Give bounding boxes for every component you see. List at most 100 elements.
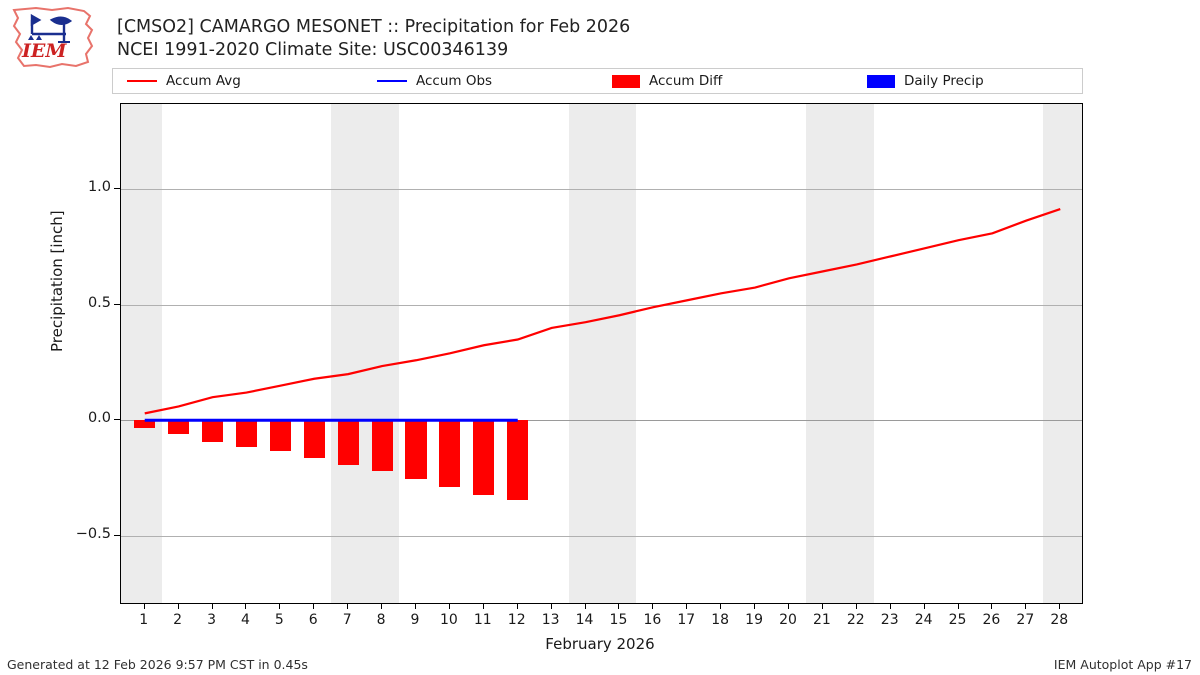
- x-tick-mark: [381, 604, 383, 609]
- bar-accum-diff: [303, 420, 325, 459]
- y-tick-label: 1.0: [87, 179, 111, 196]
- x-tick-mark: [720, 604, 722, 609]
- x-tick-mark: [177, 604, 179, 609]
- y-tick-label: 0.5: [87, 294, 111, 311]
- x-tick-label: 11: [473, 612, 492, 628]
- title-line-1: [CMSO2] CAMARGO MESONET :: Precipitation…: [117, 17, 631, 37]
- legend-item-accum-obs: Accum Obs: [377, 69, 612, 93]
- x-tick-mark: [991, 604, 993, 609]
- x-tick-mark: [143, 604, 145, 609]
- x-tick-label: 8: [376, 612, 386, 628]
- x-tick-label: 27: [1016, 612, 1035, 628]
- line-series-layer: [144, 208, 1061, 422]
- legend-patch-icon-daily-precip: [867, 74, 895, 88]
- y-tick-label: 0.0: [87, 410, 111, 427]
- legend-label-accum-avg: Accum Avg: [166, 73, 241, 89]
- bar-accum-diff: [473, 420, 495, 496]
- x-tick-mark: [855, 604, 857, 609]
- weekend-band: [805, 104, 874, 603]
- plot-inner: [121, 104, 1082, 603]
- iem-logo: IEM: [6, 4, 102, 70]
- bar-accum-diff: [168, 420, 190, 435]
- bar-accum-diff: [439, 420, 461, 488]
- x-tick-label: 24: [914, 612, 933, 628]
- x-tick-label: 26: [982, 612, 1001, 628]
- x-tick-mark: [618, 604, 620, 609]
- x-tick-label: 5: [274, 612, 284, 628]
- gridline: [121, 304, 1082, 306]
- x-tick-label: 21: [812, 612, 831, 628]
- bar-accum-diff: [202, 420, 224, 443]
- x-tick-label: 25: [948, 612, 967, 628]
- svg-text:IEM: IEM: [21, 40, 67, 62]
- weekend-band: [1043, 104, 1082, 603]
- weekend-band: [121, 104, 162, 603]
- x-tick-label: 13: [541, 612, 560, 628]
- x-tick-mark: [347, 604, 349, 609]
- x-tick-label: 3: [207, 612, 216, 628]
- x-tick-mark: [1025, 604, 1027, 609]
- x-tick-label: 22: [846, 612, 865, 628]
- x-tick-mark: [923, 604, 925, 609]
- x-tick-mark: [754, 604, 756, 609]
- bar-accum-diff: [405, 420, 427, 480]
- x-tick-mark: [889, 604, 891, 609]
- legend-patch-icon-accum-diff: [612, 74, 640, 88]
- x-tick-label: 14: [575, 612, 594, 628]
- bar-accum-diff: [337, 420, 359, 466]
- footer-generated-text: Generated at 12 Feb 2026 9:57 PM CST in …: [7, 657, 308, 672]
- footer-app-text: IEM Autoplot App #17: [1053, 657, 1192, 672]
- x-tick-mark: [415, 604, 416, 609]
- x-tick-mark: [279, 604, 281, 609]
- weekend-band: [568, 104, 637, 603]
- gridline: [121, 189, 1082, 191]
- plot-area: [120, 103, 1083, 604]
- bar-accum-diff: [269, 420, 291, 452]
- legend-item-accum-diff: Accum Diff: [612, 69, 867, 93]
- x-tick-mark: [550, 604, 552, 609]
- y-tick-mark: [114, 303, 120, 305]
- bar-accum-diff: [371, 420, 393, 472]
- x-tick-mark: [957, 604, 959, 609]
- x-tick-label: 18: [711, 612, 730, 628]
- x-tick-mark: [652, 604, 654, 609]
- legend-label-accum-obs: Accum Obs: [416, 73, 493, 89]
- x-tick-label: 2: [173, 612, 183, 628]
- legend-item-daily-precip: Daily Precip: [867, 69, 1067, 93]
- y-tick-mark: [114, 188, 120, 190]
- x-tick-mark: [448, 604, 450, 609]
- x-tick-label: 16: [643, 612, 662, 628]
- legend-label-daily-precip: Daily Precip: [904, 73, 984, 89]
- legend-item-accum-avg: Accum Avg: [127, 69, 377, 93]
- line-accum-avg: [144, 208, 1061, 415]
- y-tick-mark: [114, 534, 120, 536]
- bar-accum-diff: [235, 420, 257, 447]
- y-tick-label: −0.5: [75, 525, 111, 542]
- y-tick-mark: [114, 419, 120, 421]
- x-axis-label: February 2026: [0, 635, 1200, 653]
- x-tick-label: 19: [745, 612, 763, 628]
- y-axis-label: Precipitation [inch]: [48, 210, 66, 352]
- x-tick-label: 23: [880, 612, 899, 628]
- x-tick-label: 12: [507, 612, 526, 628]
- weekend-band: [331, 104, 400, 603]
- x-tick-mark: [313, 604, 315, 609]
- x-tick-label: 9: [410, 612, 420, 628]
- x-tick-label: 4: [240, 612, 250, 628]
- x-tick-label: 15: [609, 612, 628, 628]
- chart-legend: Accum Avg Accum Obs Accum Diff Daily Pre…: [112, 68, 1083, 94]
- bar-accum-diff: [134, 420, 156, 429]
- x-tick-label: 7: [342, 612, 352, 628]
- legend-line-icon-accum-obs: [377, 80, 407, 82]
- x-tick-label: 10: [439, 612, 458, 628]
- x-tick-mark: [787, 604, 789, 609]
- x-tick-mark: [516, 604, 518, 609]
- gridline: [121, 535, 1082, 537]
- x-tick-mark: [584, 604, 586, 609]
- x-tick-label: 20: [779, 612, 797, 628]
- x-tick-label: 28: [1050, 612, 1069, 628]
- page-title: [CMSO2] CAMARGO MESONET :: Precipitation…: [117, 16, 1017, 62]
- x-tick-label: 1: [139, 612, 149, 628]
- x-tick-mark: [821, 604, 823, 609]
